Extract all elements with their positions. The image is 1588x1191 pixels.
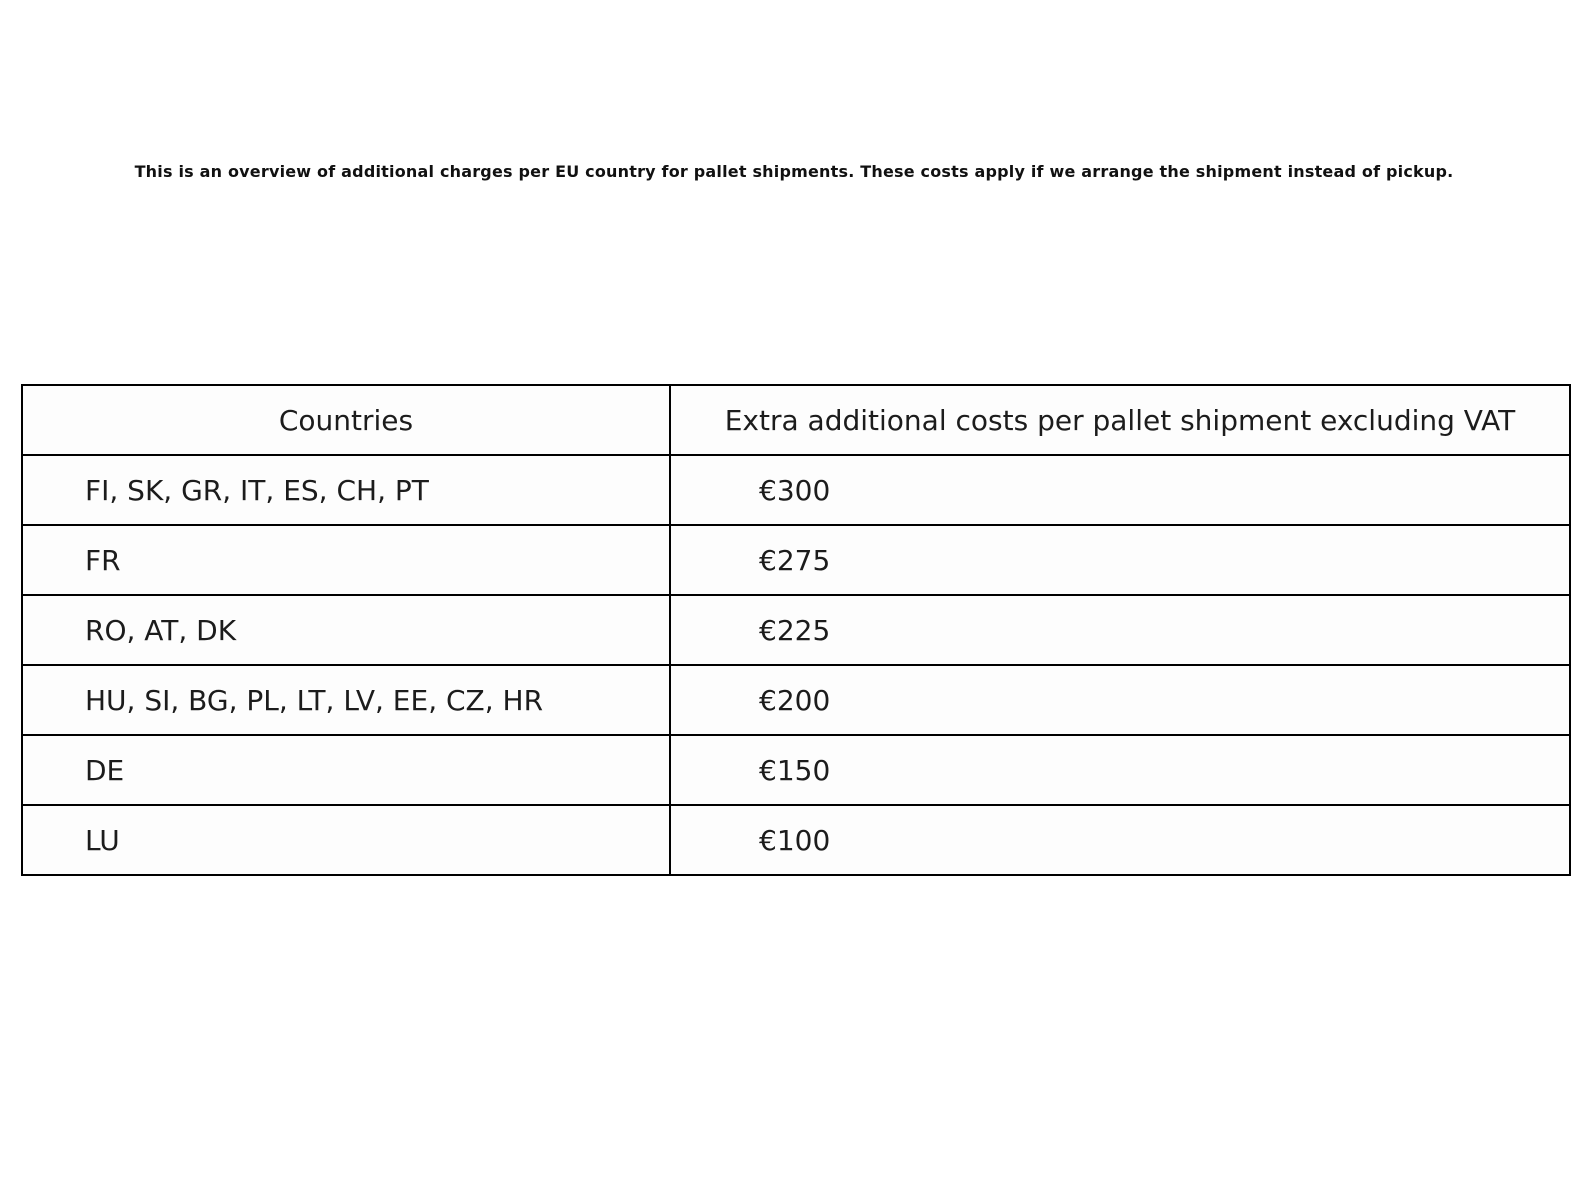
table-row: HU, SI, BG, PL, LT, LV, EE, CZ, HR €200 <box>21 664 1571 736</box>
cost-cell: €200 <box>669 664 1571 736</box>
table-row: DE €150 <box>21 734 1571 806</box>
header-countries: Countries <box>21 384 671 456</box>
countries-cell: FR <box>21 524 671 596</box>
cost-cell: €275 <box>669 524 1571 596</box>
countries-cell: HU, SI, BG, PL, LT, LV, EE, CZ, HR <box>21 664 671 736</box>
cost-cell: €100 <box>669 804 1571 876</box>
table-row: LU €100 <box>21 804 1571 876</box>
countries-cell: LU <box>21 804 671 876</box>
countries-cell: DE <box>21 734 671 806</box>
countries-cell: RO, AT, DK <box>21 594 671 666</box>
cost-cell: €300 <box>669 454 1571 526</box>
table-row: FI, SK, GR, IT, ES, CH, PT €300 <box>21 454 1571 526</box>
table-row: FR €275 <box>21 524 1571 596</box>
charges-table: Countries Extra additional costs per pal… <box>21 384 1571 876</box>
cost-cell: €150 <box>669 734 1571 806</box>
cost-cell: €225 <box>669 594 1571 666</box>
table-row: RO, AT, DK €225 <box>21 594 1571 666</box>
header-extra-costs: Extra additional costs per pallet shipme… <box>669 384 1571 456</box>
table-header-row: Countries Extra additional costs per pal… <box>21 384 1571 456</box>
countries-cell: FI, SK, GR, IT, ES, CH, PT <box>21 454 671 526</box>
intro-note: This is an overview of additional charge… <box>134 162 1454 181</box>
